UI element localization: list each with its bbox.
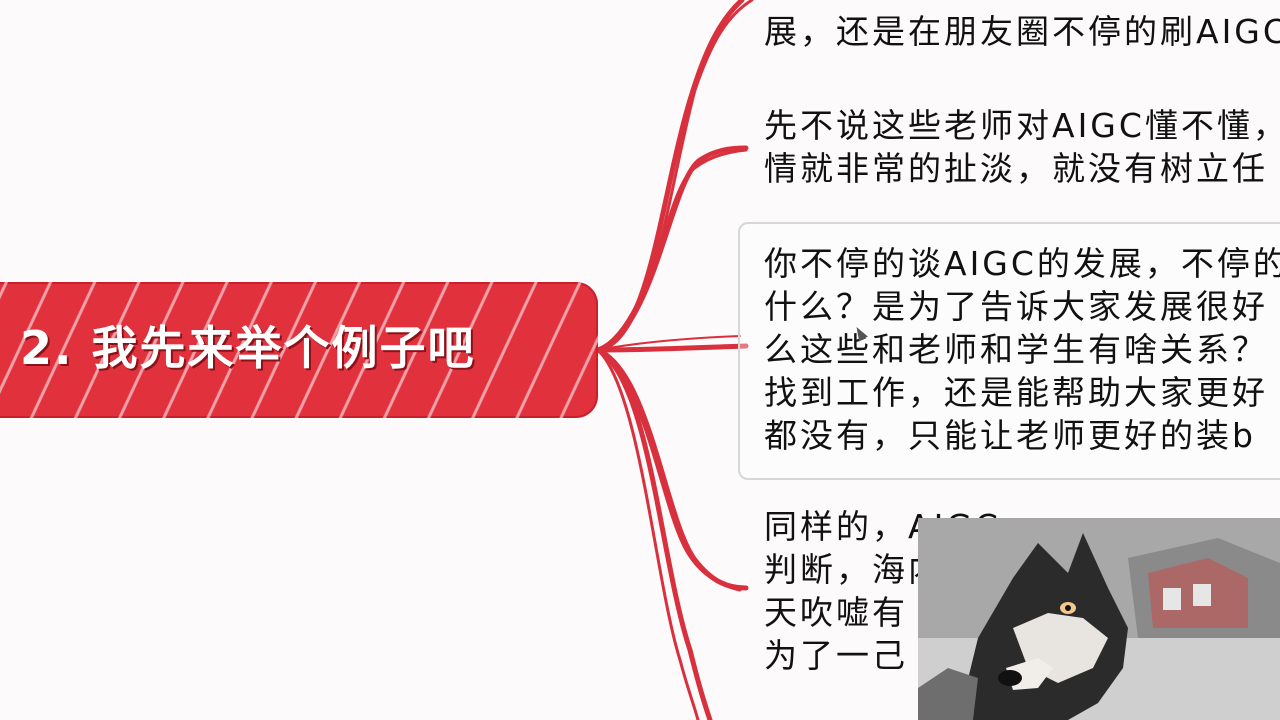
note-node-4[interactable]: 同样的，AIGC 判断，海内 天吹嘘有 为了一己: [764, 505, 1001, 677]
branch-line-5b: [596, 348, 700, 720]
note-line: 什么？是为了告诉大家发展很好: [764, 287, 1268, 326]
note-line: 为了一己: [764, 636, 908, 675]
note-line: 先不说这些老师对AIGC懂不懂，: [764, 106, 1280, 145]
note-line: 情就非常的扯淡，就没有树立任: [764, 149, 1268, 188]
branch-line-3: [595, 343, 749, 353]
note-line: 么这些和老师和学生有啥关系？: [764, 330, 1268, 369]
central-topic-node[interactable]: 2. 我先来举个例子吧: [0, 282, 598, 418]
note-line: 天吹嘘有: [764, 593, 908, 632]
branch-line-2b: [596, 148, 748, 352]
note-node-1[interactable]: 展，还是在朋友圈不停的刷AIGC: [764, 10, 1280, 53]
note-line: 找到工作，还是能帮助大家更好: [764, 373, 1268, 412]
webcam-overlay: [918, 518, 1280, 720]
topic-hatch-texture: [0, 282, 598, 418]
note-node-3-selected[interactable]: 你不停的谈AIGC的发展，不停的 什么？是为了告诉大家发展很好 么这些和老师和学…: [764, 242, 1280, 457]
husky-dog-icon: [918, 518, 1280, 720]
selected-node-frame: [738, 222, 1280, 480]
branch-line-3b: [597, 335, 741, 351]
note-line: 展，还是在朋友圈不停的刷AIGC: [764, 12, 1280, 51]
note-line: 都没有，只能让老师更好的装b: [764, 416, 1256, 455]
note-line: 你不停的谈AIGC的发展，不停的: [764, 244, 1280, 283]
branch-line-1b: [596, 0, 754, 352]
note-node-2[interactable]: 先不说这些老师对AIGC懂不懂， 情就非常的扯淡，就没有树立任: [764, 104, 1280, 190]
note-line: 判断，海内: [764, 550, 944, 589]
branch-line-5: [595, 347, 713, 720]
branch-line-1: [595, 0, 745, 353]
central-topic-title: 2. 我先来举个例子吧: [20, 321, 476, 375]
